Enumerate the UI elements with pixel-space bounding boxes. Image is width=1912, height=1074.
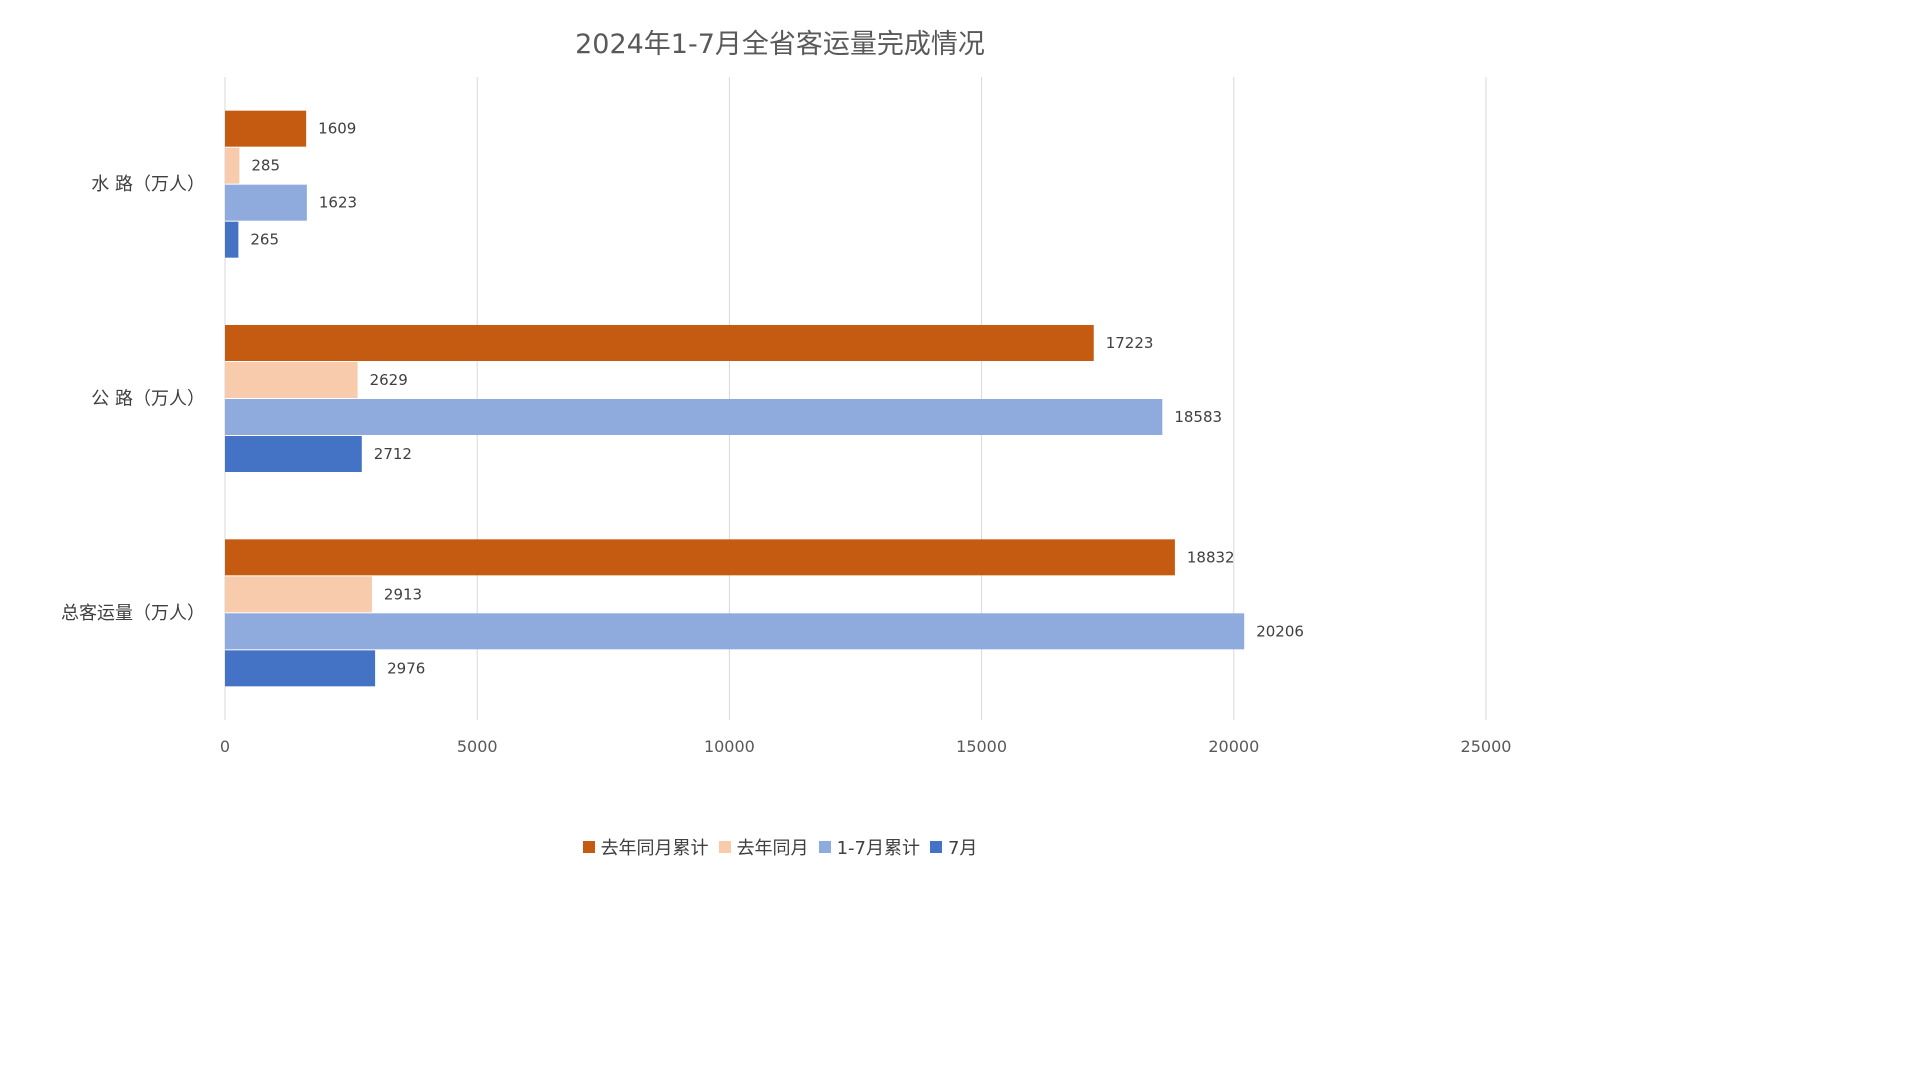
legend-label: 去年同月累计 [600, 838, 709, 859]
data-label: 18832 [1187, 548, 1235, 566]
x-tick-label: 20000 [1208, 737, 1259, 756]
legend-swatch [929, 841, 942, 853]
legend: 去年同月累计 去年同月 1-7月累计 7月 [0, 834, 1560, 860]
bar [225, 539, 1175, 576]
data-label: 1609 [318, 120, 356, 138]
legend-item: 1-7月累计 [818, 834, 920, 860]
data-label: 2629 [370, 371, 408, 389]
bar [225, 650, 376, 687]
legend-swatch [818, 841, 831, 853]
data-labels: 1609 285 1623 265 17223 2629 18583 2712 18832 291… [250, 120, 1304, 678]
chart-title: 2024年1-7月全省客运量完成情况 [575, 29, 985, 60]
category-label: 水 路（万人） [91, 174, 205, 195]
legend-item: 去年同月 [718, 834, 809, 860]
category-label: 总客运量（万人） [61, 603, 205, 624]
data-label: 20206 [1256, 622, 1304, 640]
legend-label: 1-7月累计 [836, 838, 920, 859]
category-label: 公 路（万人） [91, 389, 205, 410]
data-label: 285 [251, 157, 280, 175]
data-label: 1623 [319, 194, 357, 212]
x-tick-label: 15000 [956, 737, 1007, 756]
data-label: 2913 [384, 585, 422, 603]
legend-swatch [718, 841, 731, 853]
x-axis-ticks: 0 5000 10000 15000 20000 25000 [220, 737, 1512, 756]
bars [225, 110, 1245, 687]
legend-swatch [582, 841, 595, 853]
bar [225, 184, 307, 221]
bar [225, 399, 1163, 435]
bar-chart: 1609 285 1623 265 17223 2629 18583 2712 18832 291… [61, 77, 1512, 756]
bar [225, 110, 307, 147]
x-tick-label: 25000 [1461, 737, 1512, 756]
x-tick-label: 5000 [457, 737, 498, 756]
bar [225, 576, 372, 613]
data-label: 265 [250, 231, 279, 249]
bar [225, 436, 362, 472]
data-label: 18583 [1174, 408, 1222, 426]
legend-label: 去年同月 [736, 838, 809, 859]
legend-item: 7月 [929, 834, 978, 860]
legend-label: 7月 [947, 838, 978, 859]
x-tick-label: 10000 [704, 737, 755, 756]
x-tick-label: 0 [220, 737, 230, 756]
bar [225, 147, 240, 184]
gridlines [224, 77, 1487, 720]
legend-item: 去年同月累计 [582, 834, 709, 860]
bar [225, 221, 239, 258]
bar [225, 325, 1094, 361]
data-label: 2976 [387, 659, 425, 677]
data-label: 17223 [1106, 334, 1154, 352]
category-labels: 水 路（万人） 公 路（万人） 总客运量（万人） [61, 174, 205, 624]
bar [225, 613, 1245, 650]
data-label: 2712 [374, 445, 412, 463]
bar [225, 362, 358, 398]
